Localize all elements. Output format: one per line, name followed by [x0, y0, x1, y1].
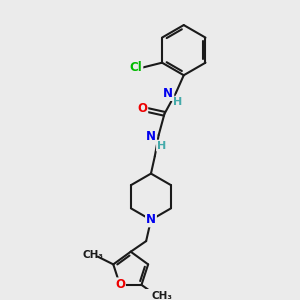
Text: O: O	[115, 278, 125, 291]
Text: CH₃: CH₃	[82, 250, 103, 260]
Text: H: H	[157, 141, 166, 151]
Text: N: N	[146, 130, 156, 143]
Text: CH₃: CH₃	[151, 291, 172, 300]
Text: Cl: Cl	[130, 61, 142, 74]
Text: H: H	[173, 97, 183, 107]
Text: N: N	[146, 213, 156, 226]
Text: O: O	[137, 103, 147, 116]
Text: N: N	[163, 87, 173, 100]
